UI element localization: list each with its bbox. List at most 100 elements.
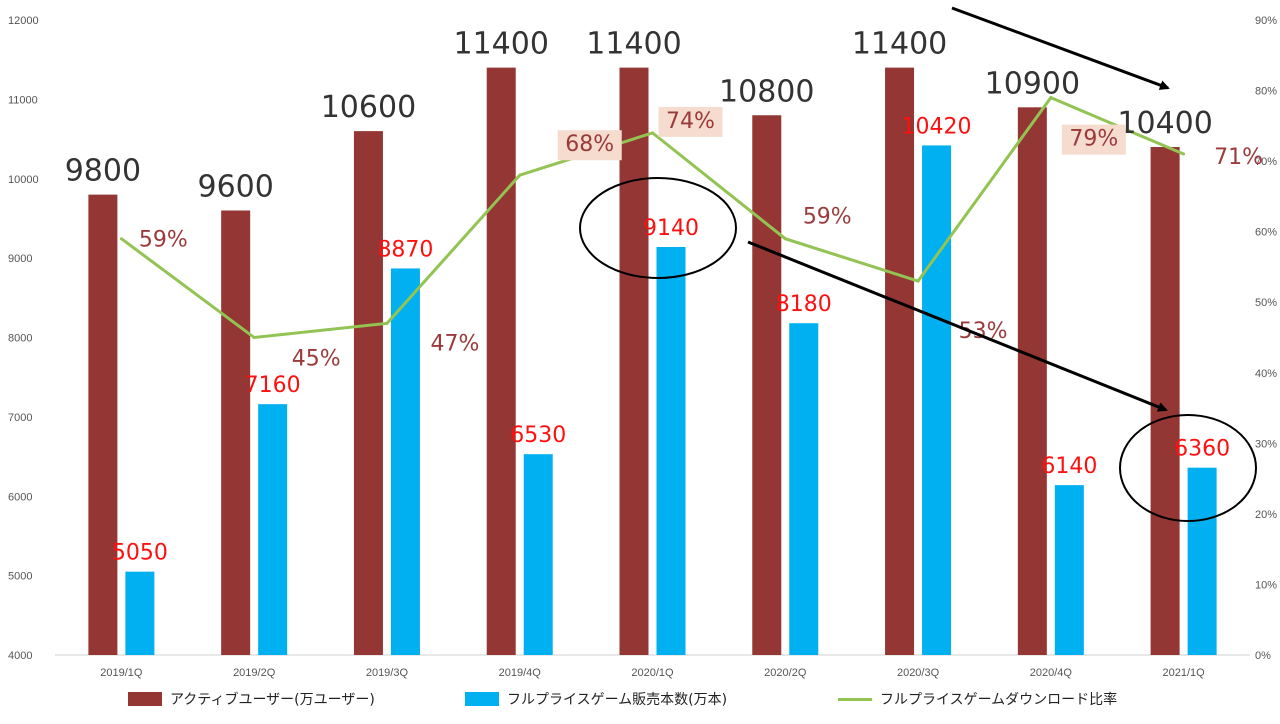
label-box-download-ratio <box>557 130 622 161</box>
bar-active-users <box>88 194 118 655</box>
point-download-ratio <box>1182 152 1186 156</box>
label-download-ratio: 71% <box>1214 145 1263 170</box>
legend-item-download-ratio: フルプライスゲームダウンロード比率 <box>838 684 1117 714</box>
x-axis: 2019/1Q 2019/2Q 2019/3Q 2019/4Q 2020/1Q 2020/… <box>100 667 1205 679</box>
bar-game-sales <box>258 404 288 655</box>
y-tick-label: 12000 <box>8 15 39 27</box>
label-download-ratio: 47% <box>430 331 479 356</box>
label-download-ratio: 59% <box>139 228 188 253</box>
label-box-download-ratio <box>658 106 723 137</box>
annotation-arrow-middle <box>747 240 1168 412</box>
chart-area: 400050006000700080009000100001100012000 … <box>8 6 1277 679</box>
label-active-users: 11400 <box>852 27 947 62</box>
label-game-sales: 9140 <box>643 216 699 241</box>
point-download-ratio <box>385 321 389 325</box>
point-download-ratio <box>252 336 256 339</box>
annotations <box>579 6 1257 522</box>
point-download-ratio <box>783 237 787 241</box>
y-axis-right: 0% 10% 20% 30% 40% 50% 60% 70% 80% 90% <box>1255 15 1277 662</box>
bar-game-sales <box>1187 467 1217 655</box>
point-download-ratio <box>916 279 920 283</box>
label-download-ratio: 79% <box>1069 127 1118 152</box>
label-active-users: 9600 <box>197 170 273 205</box>
legend-label-download-ratio: フルプライスゲームダウンロード比率 <box>880 692 1118 708</box>
label-game-sales: 7160 <box>245 373 301 398</box>
y2-tick-label: 10% <box>1255 579 1277 591</box>
y-tick-label: 6000 <box>8 491 32 503</box>
x-tick-label: 2019/4Q <box>499 667 542 679</box>
label-active-users: 11400 <box>586 27 681 62</box>
label-game-sales: 6530 <box>510 423 566 448</box>
label-game-sales: 6140 <box>1041 454 1097 479</box>
legend-swatch-active-users <box>128 692 162 706</box>
y-tick-label: 4000 <box>8 650 32 662</box>
x-tick-label: 2020/3Q <box>897 667 940 679</box>
y2-tick-label: 40% <box>1255 368 1277 380</box>
y-tick-label: 7000 <box>8 412 32 424</box>
bar-game-sales <box>523 454 553 655</box>
legend-item-active-users: アクティブユーザー(万ユーザー) <box>128 684 375 714</box>
annotation-circle-2020-1q <box>579 177 737 279</box>
bar-active-users <box>1017 107 1047 655</box>
label-download-ratio: 74% <box>666 109 715 134</box>
label-active-users: 10800 <box>719 74 814 109</box>
bar-game-sales <box>656 247 686 655</box>
y2-tick-label: 0% <box>1255 650 1271 662</box>
label-download-ratio: 68% <box>565 132 614 157</box>
bar-active-users <box>885 67 915 655</box>
annotation-circle-2021-1q <box>1119 414 1257 522</box>
y-tick-label: 11000 <box>8 94 38 106</box>
label-active-users: 10400 <box>1117 106 1212 141</box>
x-tick-label: 2021/1Q <box>1163 667 1206 679</box>
x-tick-label: 2019/1Q <box>100 667 143 679</box>
bar-game-sales <box>390 268 420 655</box>
y-tick-label: 5000 <box>8 571 32 583</box>
label-game-sales: 5050 <box>112 541 168 566</box>
legend-label-game-sales: フルプライスゲーム販売本数(万本) <box>507 692 728 708</box>
bar-series <box>88 67 1217 655</box>
label-box-download-ratio <box>1061 124 1126 155</box>
annotation-arrow-top <box>951 6 1170 90</box>
label-game-sales: 10420 <box>902 114 972 139</box>
line-series <box>119 95 1186 340</box>
y2-tick-label: 90% <box>1255 15 1277 27</box>
x-tick-label: 2019/2Q <box>233 667 276 679</box>
bar-game-sales <box>922 145 952 655</box>
bar-active-users <box>752 115 782 655</box>
label-download-ratio: 45% <box>292 347 341 372</box>
data-labels: 9800 5050 9600 7160 10600 8870 11400 6530 11400 9… <box>65 27 1263 566</box>
y-axis-left: 4000 5000 6000 7000 8000 9000 10000 11000 12000 <box>8 15 39 662</box>
label-download-ratio: 53% <box>959 319 1008 344</box>
bar-active-users <box>353 131 383 655</box>
point-download-ratio <box>119 237 123 241</box>
label-game-sales: 6360 <box>1174 437 1230 462</box>
legend-swatch-download-ratio <box>838 697 872 701</box>
y-tick-label: 10000 <box>8 174 39 186</box>
bar-game-sales <box>789 323 819 655</box>
point-download-ratio <box>518 173 522 177</box>
y-tick-label: 8000 <box>8 333 32 345</box>
point-download-ratio <box>1049 96 1053 100</box>
label-active-users: 11400 <box>454 27 549 62</box>
x-tick-label: 2020/1Q <box>631 667 674 679</box>
y2-tick-label: 70% <box>1255 156 1277 168</box>
x-tick-label: 2020/4Q <box>1030 667 1073 679</box>
bar-active-users <box>221 210 251 655</box>
bar-game-sales <box>1054 485 1084 655</box>
bar-game-sales <box>125 571 155 655</box>
label-active-users: 9800 <box>65 154 141 189</box>
y2-tick-label: 60% <box>1255 227 1277 239</box>
point-download-ratio <box>651 131 654 135</box>
x-tick-label: 2020/2Q <box>764 667 807 679</box>
y2-tick-label: 50% <box>1255 297 1277 309</box>
bar-active-users <box>1150 147 1180 655</box>
bar-active-users <box>486 67 516 655</box>
label-active-users: 10600 <box>321 90 416 125</box>
label-game-sales: 8870 <box>377 237 433 262</box>
legend-item-game-sales: フルプライスゲーム販売本数(万本) <box>465 684 727 714</box>
y2-tick-label: 80% <box>1255 86 1277 98</box>
label-game-sales: 8180 <box>776 292 832 317</box>
legend-label-active-users: アクティブユーザー(万ユーザー) <box>170 692 375 708</box>
y2-tick-label: 20% <box>1255 509 1277 521</box>
legend-swatch-game-sales <box>465 692 499 706</box>
